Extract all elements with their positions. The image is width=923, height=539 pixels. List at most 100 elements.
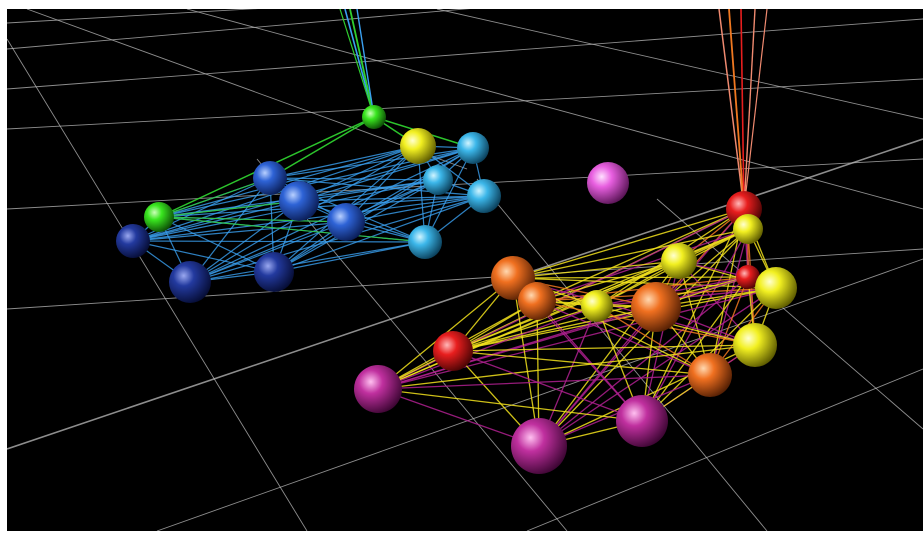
grid-line bbox=[7, 9, 471, 50]
graph-edge bbox=[596, 305, 756, 346]
light-blue-node[interactable] bbox=[467, 179, 501, 213]
pink-node[interactable] bbox=[587, 162, 629, 204]
graph-edge bbox=[269, 116, 375, 179]
graph-edge bbox=[452, 260, 680, 352]
graph-edge bbox=[273, 195, 485, 273]
graph-edge bbox=[356, 9, 375, 118]
graph-edge bbox=[452, 305, 598, 352]
magenta-node[interactable] bbox=[616, 395, 668, 447]
ground-grid bbox=[7, 9, 923, 531]
graph-edge bbox=[377, 287, 777, 390]
graph-edge bbox=[298, 195, 485, 202]
graph-edge bbox=[132, 200, 300, 242]
yellow-node[interactable] bbox=[661, 243, 697, 279]
orange-node[interactable] bbox=[518, 282, 556, 320]
graph-edge bbox=[641, 276, 749, 422]
graph-edge bbox=[743, 9, 756, 210]
graph-edge bbox=[158, 216, 275, 273]
light-blue-node[interactable] bbox=[408, 225, 442, 259]
graph-edge bbox=[512, 276, 749, 279]
graph-edge bbox=[377, 306, 657, 390]
graph-edge bbox=[512, 260, 680, 279]
graph-edge bbox=[269, 147, 474, 179]
graph-edge bbox=[536, 300, 711, 376]
graph-edge bbox=[189, 177, 271, 283]
yellow-node[interactable] bbox=[400, 128, 436, 164]
green-node[interactable] bbox=[144, 202, 174, 232]
dark-blue-node[interactable] bbox=[169, 261, 211, 303]
graph-edge bbox=[349, 9, 375, 118]
yellow-node[interactable] bbox=[733, 323, 777, 367]
network-graph-canvas[interactable] bbox=[7, 9, 923, 531]
graph-edge bbox=[512, 277, 540, 447]
red-node[interactable] bbox=[433, 331, 473, 371]
edge-layer bbox=[132, 9, 777, 447]
grid-line bbox=[7, 138, 923, 450]
graph-edge bbox=[345, 195, 485, 223]
graph-edge bbox=[273, 241, 426, 273]
graph-edge bbox=[740, 9, 745, 210]
graph-edge bbox=[269, 177, 439, 181]
graph-edge bbox=[452, 344, 756, 352]
grid-line bbox=[7, 248, 923, 310]
graph-edge bbox=[189, 241, 426, 283]
graph-edge bbox=[269, 145, 419, 179]
grid-line bbox=[186, 9, 923, 210]
graph-edge bbox=[158, 145, 419, 218]
green-node[interactable] bbox=[362, 105, 386, 129]
graph-edge bbox=[512, 228, 749, 279]
grid-line bbox=[656, 198, 923, 430]
magenta-node[interactable] bbox=[354, 365, 402, 413]
graph-edge bbox=[596, 305, 711, 376]
blue-node[interactable] bbox=[327, 203, 365, 241]
grid-line bbox=[26, 9, 468, 170]
grid-line bbox=[526, 368, 923, 531]
graph-edge bbox=[377, 388, 643, 422]
graph-edge bbox=[189, 195, 485, 283]
graph-edge bbox=[452, 350, 711, 376]
magenta-node[interactable] bbox=[511, 418, 567, 474]
graph-edge bbox=[452, 228, 749, 352]
graph-edge bbox=[538, 276, 749, 447]
dark-blue-node[interactable] bbox=[254, 252, 294, 292]
graph-edge bbox=[641, 208, 745, 422]
graph-edge bbox=[298, 147, 474, 202]
grid-line bbox=[7, 78, 923, 130]
grid-line bbox=[436, 9, 923, 120]
graph-edge bbox=[377, 344, 756, 390]
grid-line bbox=[156, 258, 923, 531]
graph-edge bbox=[132, 240, 426, 243]
graph-edge bbox=[538, 228, 749, 447]
graph-edge bbox=[512, 208, 745, 279]
graph-edge bbox=[718, 9, 745, 210]
orange-node[interactable] bbox=[688, 353, 732, 397]
graph-edge bbox=[452, 350, 643, 422]
yellow-node[interactable] bbox=[755, 267, 797, 309]
grid-line bbox=[7, 9, 258, 24]
graph-edge bbox=[158, 216, 347, 223]
yellow-node[interactable] bbox=[733, 214, 763, 244]
yellow-node[interactable] bbox=[581, 290, 613, 322]
graph-edge bbox=[158, 200, 300, 218]
graph-edge bbox=[158, 177, 271, 218]
graph-edge bbox=[132, 240, 275, 273]
dark-blue-node[interactable] bbox=[116, 224, 150, 258]
blue-node[interactable] bbox=[279, 181, 319, 221]
red-node[interactable] bbox=[736, 265, 760, 289]
graph-edge bbox=[424, 147, 474, 243]
graph-edge bbox=[538, 287, 777, 447]
graph-edge bbox=[377, 305, 598, 390]
graph-edge bbox=[536, 208, 745, 302]
graph-edge bbox=[339, 9, 375, 118]
orange-node[interactable] bbox=[631, 282, 681, 332]
light-blue-node[interactable] bbox=[423, 165, 453, 195]
graph-edge bbox=[512, 277, 777, 289]
graph-edge bbox=[452, 306, 657, 352]
graph-edge bbox=[158, 216, 426, 243]
node-layer bbox=[116, 105, 797, 474]
blue-node[interactable] bbox=[253, 161, 287, 195]
graph-edge bbox=[158, 195, 485, 218]
light-blue-node[interactable] bbox=[457, 132, 489, 164]
graph-edge bbox=[189, 200, 300, 283]
